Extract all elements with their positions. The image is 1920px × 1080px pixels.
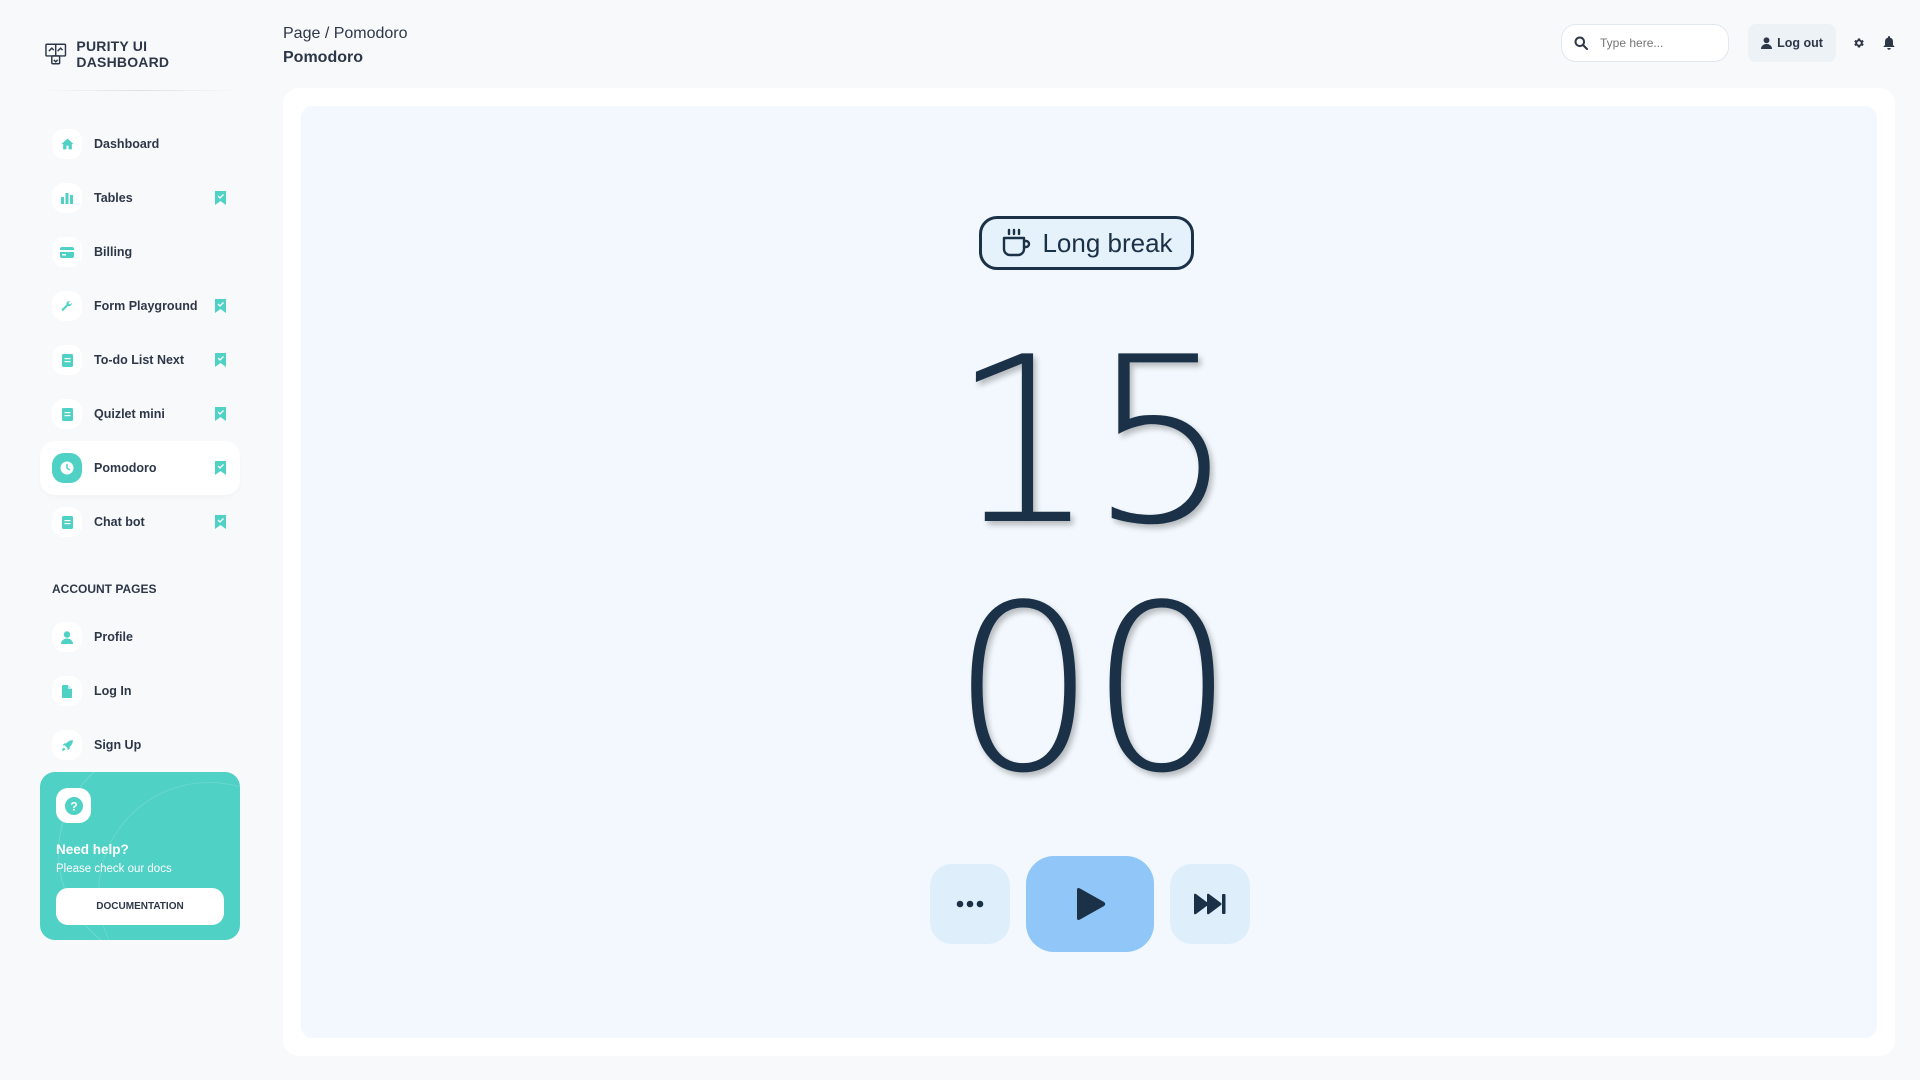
account-nav: Profile Log In Sign Up <box>40 610 240 772</box>
search-box[interactable] <box>1561 24 1729 62</box>
skip-forward-icon <box>1194 893 1226 915</box>
brand-logo-icon <box>45 43 67 65</box>
sidebar-item-profile[interactable]: Profile <box>40 610 240 664</box>
help-card: ? Need help? Please check our docs DOCUM… <box>40 772 240 940</box>
sidebar-item-label: To-do List Next <box>94 353 185 367</box>
sidebar-item-tables[interactable]: Tables <box>40 171 240 225</box>
sidebar-item-label: Pomodoro <box>94 461 157 475</box>
more-options-button[interactable] <box>930 864 1010 944</box>
page-title: Pomodoro <box>283 49 363 66</box>
sidebar-item-chat-bot[interactable]: Chat bot <box>40 495 240 549</box>
sidebar-item-quizlet-mini[interactable]: Quizlet mini <box>40 387 240 441</box>
log-out-label: Log out <box>1777 36 1823 50</box>
sidebar-item-label: Profile <box>94 630 133 644</box>
sidebar-item-todo-list-next[interactable]: To-do List Next <box>40 333 240 387</box>
bar-chart-icon <box>52 183 82 213</box>
timer-minutes: 15 <box>950 309 1236 576</box>
rocket-icon <box>52 730 82 760</box>
search-input[interactable] <box>1598 35 1722 51</box>
more-dots-icon <box>956 900 984 908</box>
question-icon: ? <box>56 788 91 823</box>
mode-label: Long break <box>1042 227 1173 258</box>
play-icon <box>1077 888 1106 920</box>
clock-icon <box>52 453 82 483</box>
person-icon <box>52 622 82 652</box>
document-icon <box>52 507 82 537</box>
sidebar-item-log-in[interactable]: Log In <box>40 664 240 718</box>
bookmark-icon[interactable] <box>215 299 226 313</box>
home-icon <box>52 129 82 159</box>
bookmark-icon[interactable] <box>215 515 226 529</box>
help-card-title: Need help? <box>56 842 129 857</box>
sidebar-item-form-playground[interactable]: Form Playground <box>40 279 240 333</box>
log-out-button[interactable]: Log out <box>1748 24 1836 62</box>
sidebar-item-label: Tables <box>94 191 133 205</box>
bookmark-icon[interactable] <box>215 461 226 475</box>
wrench-icon <box>52 291 82 321</box>
play-button[interactable] <box>1026 856 1154 952</box>
search-icon <box>1574 36 1588 50</box>
sidebar-item-sign-up[interactable]: Sign Up <box>40 718 240 772</box>
sidebar-item-pomodoro[interactable]: Pomodoro <box>40 441 240 495</box>
bookmark-icon[interactable] <box>215 353 226 367</box>
sidebar-item-label: Dashboard <box>94 137 160 151</box>
skip-button[interactable] <box>1170 864 1250 944</box>
help-card-subtitle: Please check our docs <box>56 863 172 875</box>
breadcrumb[interactable]: Page / Pomodoro <box>283 25 408 42</box>
sidebar-item-label: Chat bot <box>94 515 145 529</box>
sidebar-nav: Dashboard Tables Billing Form Playground <box>40 117 240 549</box>
sidebar-item-label: Log In <box>94 684 132 698</box>
person-icon <box>1761 37 1773 49</box>
help-card-decoration <box>58 772 240 940</box>
section-title-account-pages: ACCOUNT PAGES <box>52 582 157 596</box>
document-icon <box>52 345 82 375</box>
file-icon <box>52 676 82 706</box>
bookmark-icon[interactable] <box>215 191 226 205</box>
bell-icon[interactable] <box>1883 36 1895 50</box>
brand-divider <box>40 90 240 91</box>
sidebar-item-label: Form Playground <box>94 299 198 313</box>
mode-badge: Long break <box>979 216 1194 270</box>
brand[interactable]: PURITY UI DASHBOARD <box>44 38 240 70</box>
sidebar: PURITY UI DASHBOARD Dashboard Tables Bil… <box>40 0 240 1080</box>
pomodoro-panel: Long break 15 00 <box>301 106 1877 1038</box>
brand-name: PURITY UI DASHBOARD <box>76 38 170 70</box>
bookmark-icon[interactable] <box>215 407 226 421</box>
sidebar-item-label: Quizlet mini <box>94 407 165 421</box>
timer-seconds: 00 <box>950 557 1236 824</box>
documentation-button[interactable]: DOCUMENTATION <box>56 888 224 925</box>
svg-text:?: ? <box>70 799 77 813</box>
coffee-cup-icon <box>1003 228 1031 257</box>
credit-card-icon <box>52 237 82 267</box>
document-icon <box>52 399 82 429</box>
sidebar-item-label: Billing <box>94 245 133 259</box>
sidebar-item-billing[interactable]: Billing <box>40 225 240 279</box>
gear-icon[interactable] <box>1853 37 1865 49</box>
sidebar-item-dashboard[interactable]: Dashboard <box>40 117 240 171</box>
sidebar-item-label: Sign Up <box>94 738 142 752</box>
main-panel: Long break 15 00 <box>283 88 1895 1056</box>
